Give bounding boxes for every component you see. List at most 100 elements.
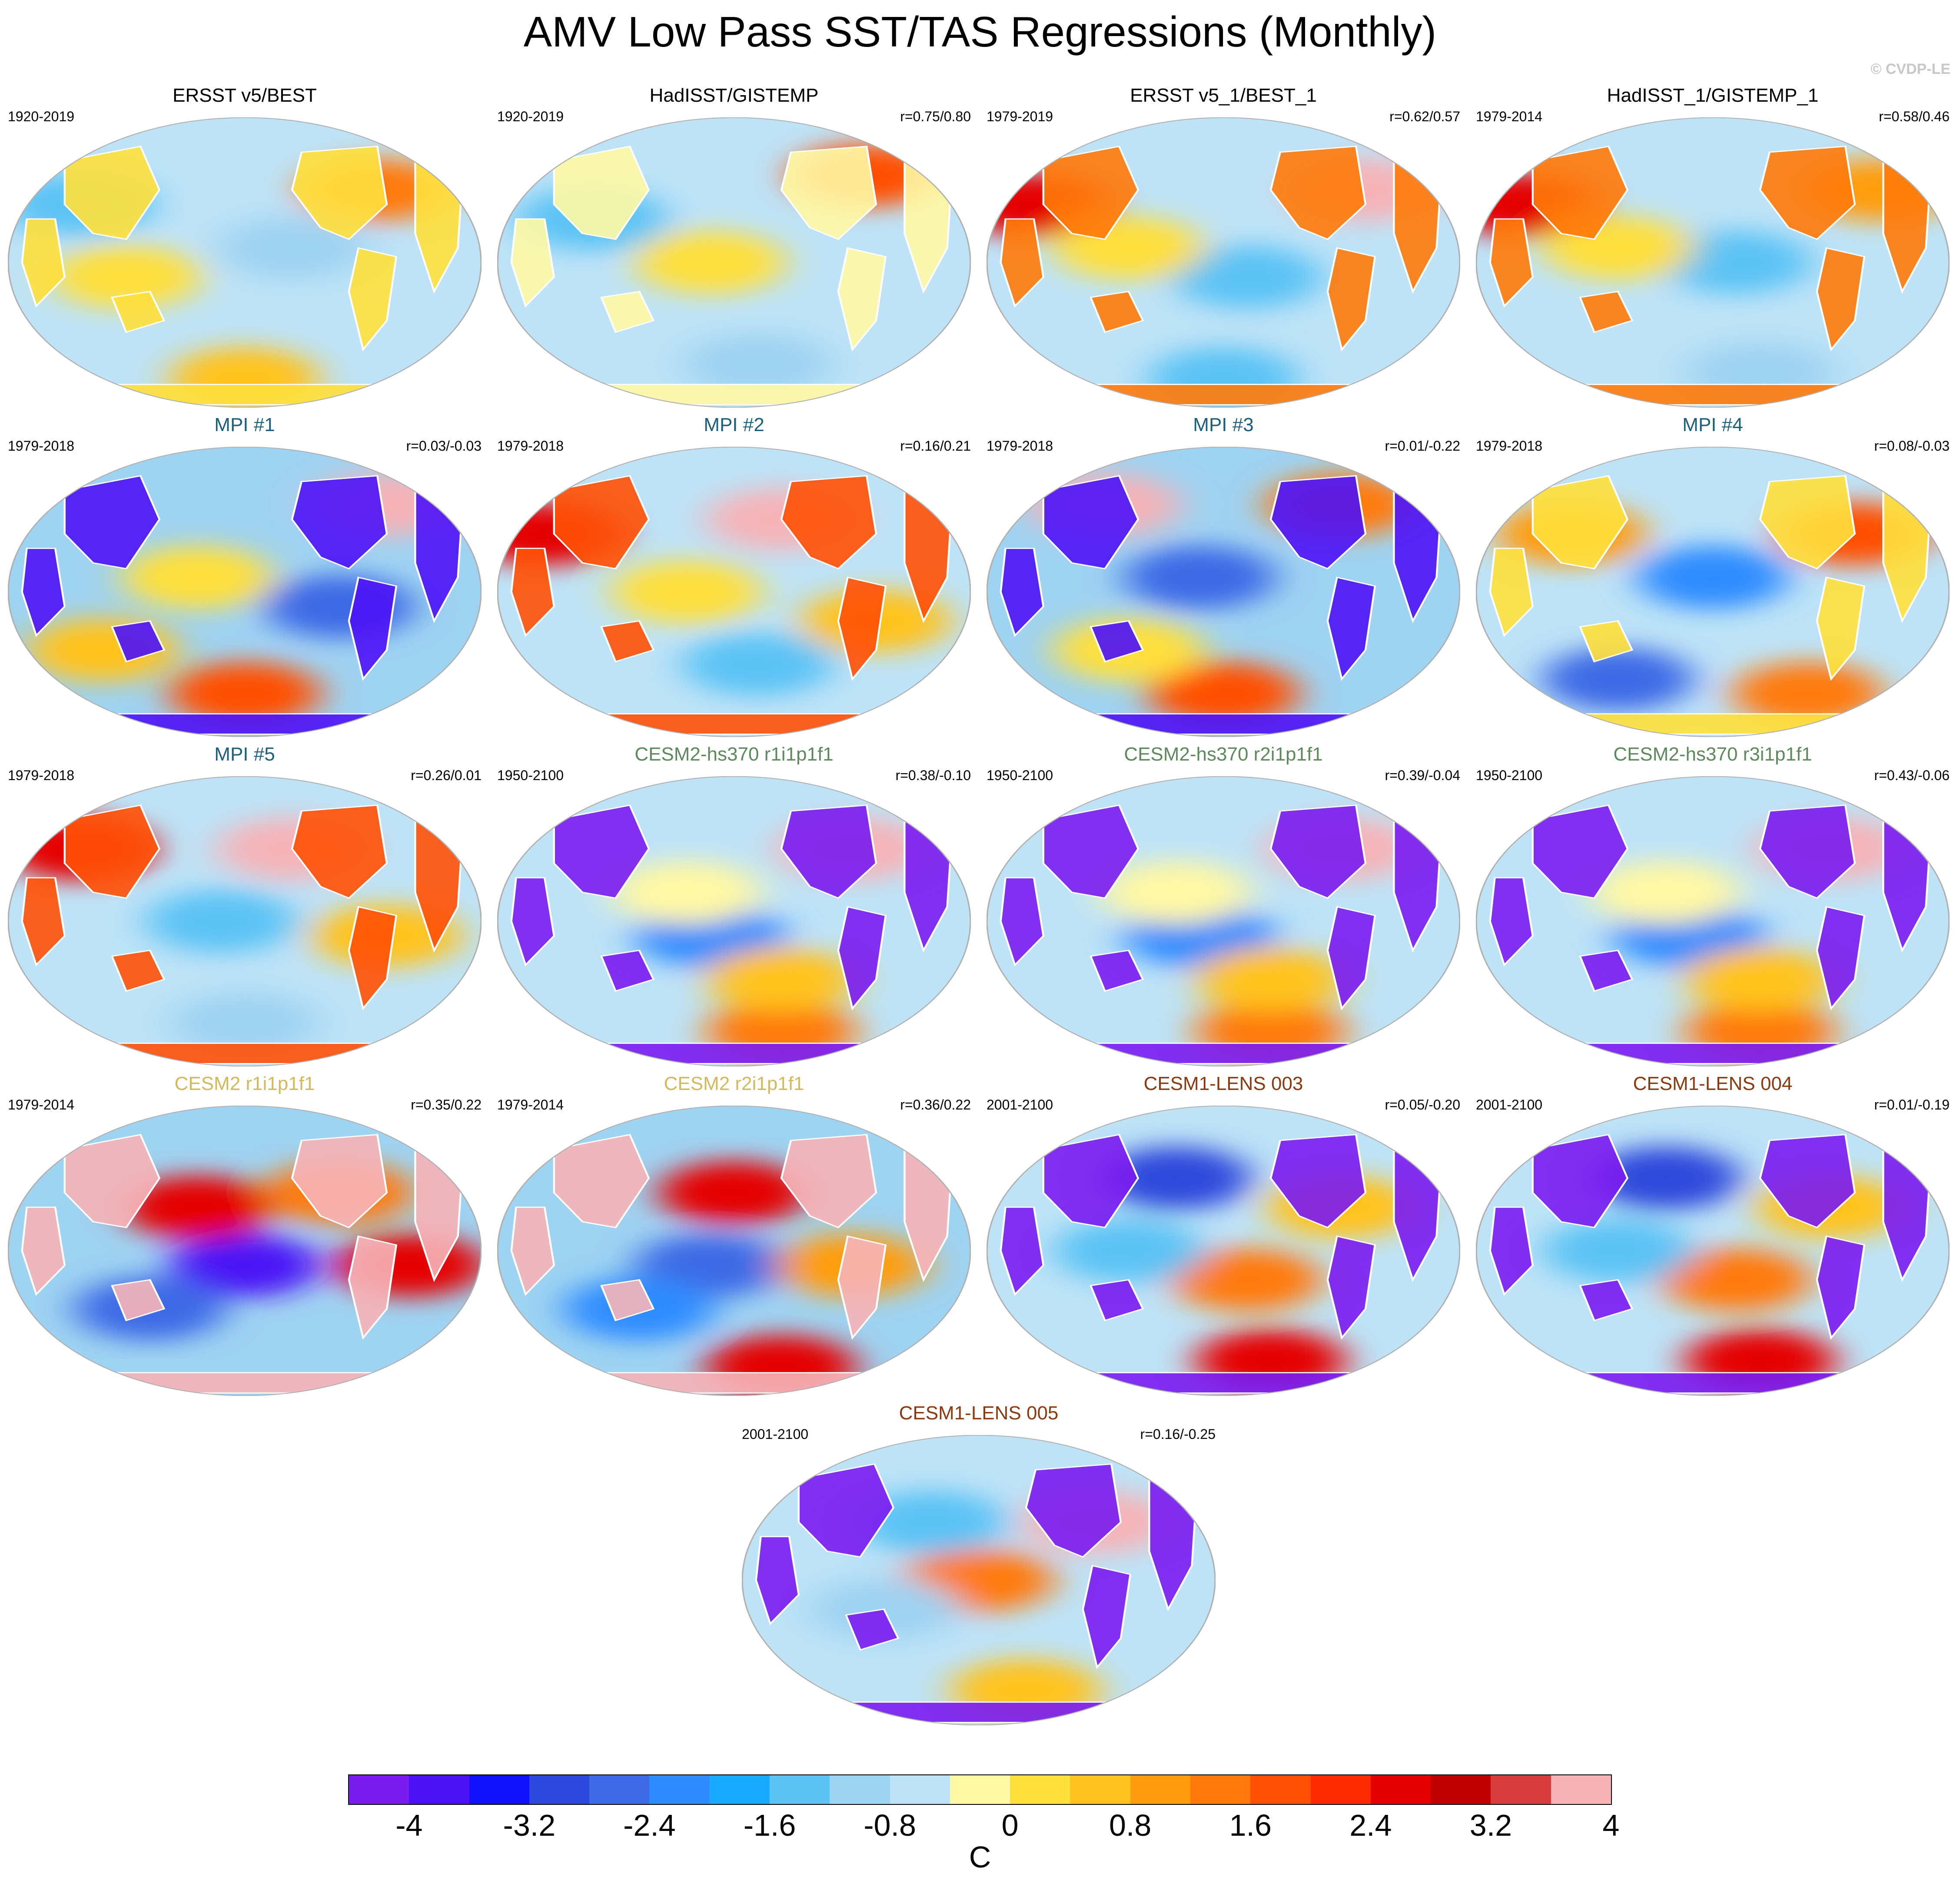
map-panel: ERSST v5/BEST 1920-2019 (0, 83, 489, 413)
colorbar-tick-label: 3.2 (1469, 1808, 1512, 1842)
regression-map (987, 117, 1460, 408)
colorbar-swatch (1370, 1775, 1431, 1804)
map-panel: MPI #2 1979-2018 r=0.16/0.21 (489, 412, 979, 742)
map-border (987, 1106, 1460, 1396)
land-outline (1531, 1134, 1629, 1229)
land-outline (845, 1608, 900, 1651)
land-outline (600, 620, 655, 663)
land-outline (1816, 1235, 1866, 1340)
land-outline (600, 950, 655, 992)
land-outline (21, 548, 66, 637)
regression-map (8, 447, 482, 737)
anomaly-region (682, 632, 834, 697)
panel-correlation: r=0.01/-0.22 (1385, 438, 1460, 454)
land-outline (63, 146, 161, 240)
panel-title: CESM1-LENS 005 (899, 1402, 1059, 1424)
land-outline (1000, 548, 1045, 637)
panel-correlation: r=0.05/-0.20 (1385, 1097, 1460, 1113)
land-outline (1269, 146, 1367, 240)
colorbar-units: C (969, 1840, 991, 1874)
regression-map (8, 1106, 482, 1396)
anomaly-region (1195, 947, 1347, 1012)
map-svg (987, 776, 1460, 1066)
panel-period: 2001-2100 (1476, 1097, 1543, 1113)
land-outline (1816, 906, 1866, 1010)
panel-title: CESM2-hs370 r1i1p1f1 (635, 744, 834, 765)
anomaly-region (169, 1233, 321, 1297)
land-outline (1269, 1134, 1367, 1229)
panel-period: 1979-2018 (987, 438, 1053, 454)
colorbar-swatch (830, 1775, 890, 1804)
map-svg (8, 117, 482, 408)
anomaly-region (658, 1160, 810, 1225)
colorbar-swatch (469, 1775, 529, 1804)
land-outline (1531, 804, 1629, 899)
land-outline (1759, 475, 1856, 570)
land-outline (797, 1463, 895, 1558)
land-outline (1032, 1043, 1415, 1064)
land-outline (348, 1235, 398, 1340)
anomaly-region (1589, 860, 1741, 924)
land-outline (1032, 1372, 1415, 1394)
regression-map (1476, 117, 1950, 408)
land-outline (1521, 384, 1904, 405)
land-outline (780, 1134, 877, 1229)
panel-correlation: r=0.26/0.01 (411, 767, 482, 783)
panel-period: 1979-2019 (987, 109, 1053, 124)
anomaly-region (1542, 1219, 1694, 1283)
panel-period: 1950-2100 (497, 767, 564, 783)
map-panel: CESM1-LENS 005 2001-2100 r=0.16/-0.25 (734, 1400, 1223, 1731)
land-outline (1042, 804, 1139, 899)
map-border (742, 1435, 1216, 1725)
regression-map (987, 1106, 1460, 1396)
anomaly-region (1637, 545, 1789, 610)
colorbar-swatch (349, 1775, 409, 1804)
land-outline (1025, 1463, 1122, 1558)
colorbar-tick-label: 4 (1602, 1808, 1620, 1842)
map-border (497, 447, 971, 737)
map-panel: CESM2 r2i1p1f1 1979-2014 r=0.36/0.22 (489, 1071, 979, 1401)
anomaly-region (611, 560, 763, 624)
map-border (987, 447, 1460, 737)
land-outline (600, 291, 655, 333)
panel-title: CESM2-hs370 r2i1p1f1 (1124, 744, 1323, 765)
anomaly-region (169, 991, 321, 1055)
panel-correlation: r=0.43/-0.06 (1874, 767, 1950, 783)
land-outline (1042, 146, 1139, 240)
panel-correlation: r=0.38/-0.10 (895, 767, 971, 783)
land-outline (111, 950, 166, 992)
colorbar-tick-label: -4 (395, 1808, 423, 1842)
land-outline (755, 1536, 800, 1625)
panel-correlation: r=0.36/0.22 (900, 1097, 971, 1113)
land-outline (21, 877, 66, 967)
land-outline (1000, 877, 1045, 967)
land-outline (1000, 218, 1045, 308)
anomaly-region (1661, 230, 1812, 295)
map-svg (1476, 447, 1950, 737)
anomaly-region (1100, 1146, 1252, 1210)
anomaly-region (1053, 1219, 1205, 1283)
map-border (497, 1106, 971, 1396)
land-outline (1759, 146, 1856, 240)
map-panel: MPI #1 1979-2018 r=0.03/-0.03 (0, 412, 489, 742)
panel-correlation: r=0.62/0.57 (1389, 109, 1460, 124)
panel-correlation: r=0.75/0.80 (900, 109, 971, 124)
panel-title: CESM1-LENS 003 (1143, 1073, 1303, 1094)
regression-map (497, 1106, 971, 1396)
panel-title: CESM2 r2i1p1f1 (664, 1073, 804, 1094)
land-outline (1489, 1206, 1534, 1296)
panel-title: MPI #5 (214, 744, 275, 765)
regression-map (497, 776, 971, 1066)
map-panel: HadISST_1/GISTEMP_1 1979-2014 r=0.58/0.46 (1468, 83, 1957, 413)
colorbar-swatch (890, 1775, 950, 1804)
colorbar-tick-label: -1.6 (743, 1808, 796, 1842)
colorbar-swatch (1190, 1775, 1251, 1804)
panel-title: HadISST_1/GISTEMP_1 (1607, 85, 1819, 106)
panel-period: 1979-2018 (1476, 438, 1543, 454)
land-outline (780, 146, 877, 240)
panel-correlation: r=0.35/0.22 (411, 1097, 482, 1113)
land-outline (1269, 475, 1367, 570)
land-outline (553, 475, 650, 570)
map-border (1476, 776, 1950, 1066)
land-outline (21, 218, 66, 308)
